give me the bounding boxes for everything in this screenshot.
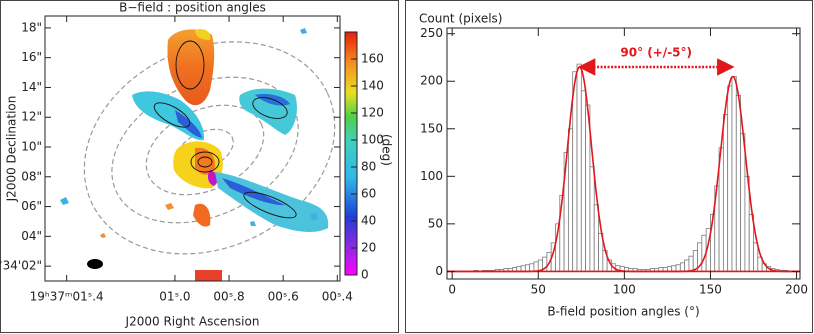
x-tick-label: 00ˢ.4 — [322, 290, 353, 304]
bar — [520, 265, 526, 272]
y-tick-label: 04" — [21, 229, 42, 243]
y-tick-label: 250 — [420, 26, 443, 40]
bar — [722, 114, 729, 272]
x-tick-label: 150 — [699, 283, 722, 297]
bar — [753, 242, 759, 272]
colorbar-tick-label: 80 — [361, 160, 376, 174]
bar — [671, 265, 677, 272]
colorbar-tick-label: 20 — [361, 241, 376, 255]
bar — [567, 128, 574, 272]
y-tick-label: 150 — [420, 121, 443, 135]
bar — [576, 63, 582, 272]
colorbar-tick-label: 100 — [361, 133, 384, 147]
bar — [684, 259, 690, 272]
bar — [580, 90, 587, 272]
bar — [727, 85, 733, 272]
bar — [675, 264, 681, 272]
y-tick-label: 50 — [428, 216, 443, 230]
y-tick-label: 06" — [21, 199, 42, 213]
y-tick-label: 200 — [420, 74, 443, 88]
chart-title: B−field : position angles — [119, 1, 266, 15]
annotation-text: 90° (+/-5°) — [620, 45, 692, 59]
bar — [731, 76, 737, 272]
x-tick-label: 100 — [613, 283, 636, 297]
bar — [735, 95, 741, 272]
x-tick-label: 01ˢ.0 — [159, 290, 190, 304]
bar — [688, 255, 694, 272]
colorbar-tick-label: 60 — [361, 187, 376, 201]
colorbar — [344, 31, 358, 276]
colorbar-tick-label: 140 — [361, 79, 384, 93]
y-axis-label: Count (pixels) — [419, 12, 502, 26]
x-axis-label: J2000 Right Ascension — [125, 315, 260, 329]
y-tick-label: 0 — [435, 264, 443, 278]
bar — [572, 71, 578, 272]
colorbar-tick-label: 160 — [361, 52, 384, 66]
colorbar-label: (deg) — [380, 134, 394, 166]
x-axis-label: B-field position angles (°) — [547, 305, 699, 319]
y-axis-label: J2000 Declination — [5, 96, 19, 203]
x-tick-label: 19ʰ37ᵐ01ˢ.4 — [30, 290, 104, 304]
x-tick-label: 200 — [785, 283, 808, 297]
y-tick-label: 16" — [21, 50, 42, 64]
bar — [529, 263, 535, 272]
bar — [524, 264, 531, 272]
x-tick-label: 00ˢ.6 — [268, 290, 299, 304]
colorbar-tick-label: 120 — [361, 106, 384, 120]
bar — [740, 133, 746, 272]
x-tick-label: 50 — [531, 283, 546, 297]
bar — [593, 204, 599, 272]
y-tick-label: 18" — [21, 20, 42, 34]
y-tick-label: 14" — [21, 80, 42, 94]
left-panel-border — [0, 0, 399, 333]
right-panel-border — [405, 0, 813, 333]
fit-curve — [447, 75, 800, 273]
bar — [533, 261, 539, 272]
bar — [589, 166, 595, 272]
bar — [679, 262, 686, 272]
y-tick-label: 12" — [21, 110, 42, 124]
y-tick-label: 7°34'02" — [0, 259, 42, 273]
plot-frame — [44, 15, 341, 282]
x-tick-label: 0 — [448, 283, 456, 297]
colorbar-tick-label: 40 — [361, 214, 376, 228]
y-tick-label: 10" — [21, 140, 42, 154]
colorbar-tick-label: 0 — [361, 268, 369, 282]
y-tick-label: 08" — [21, 169, 42, 183]
map-image — [60, 28, 336, 281]
plot-frame — [446, 27, 801, 280]
x-tick-label: 00ˢ.8 — [213, 290, 244, 304]
y-tick-label: 100 — [420, 169, 443, 183]
